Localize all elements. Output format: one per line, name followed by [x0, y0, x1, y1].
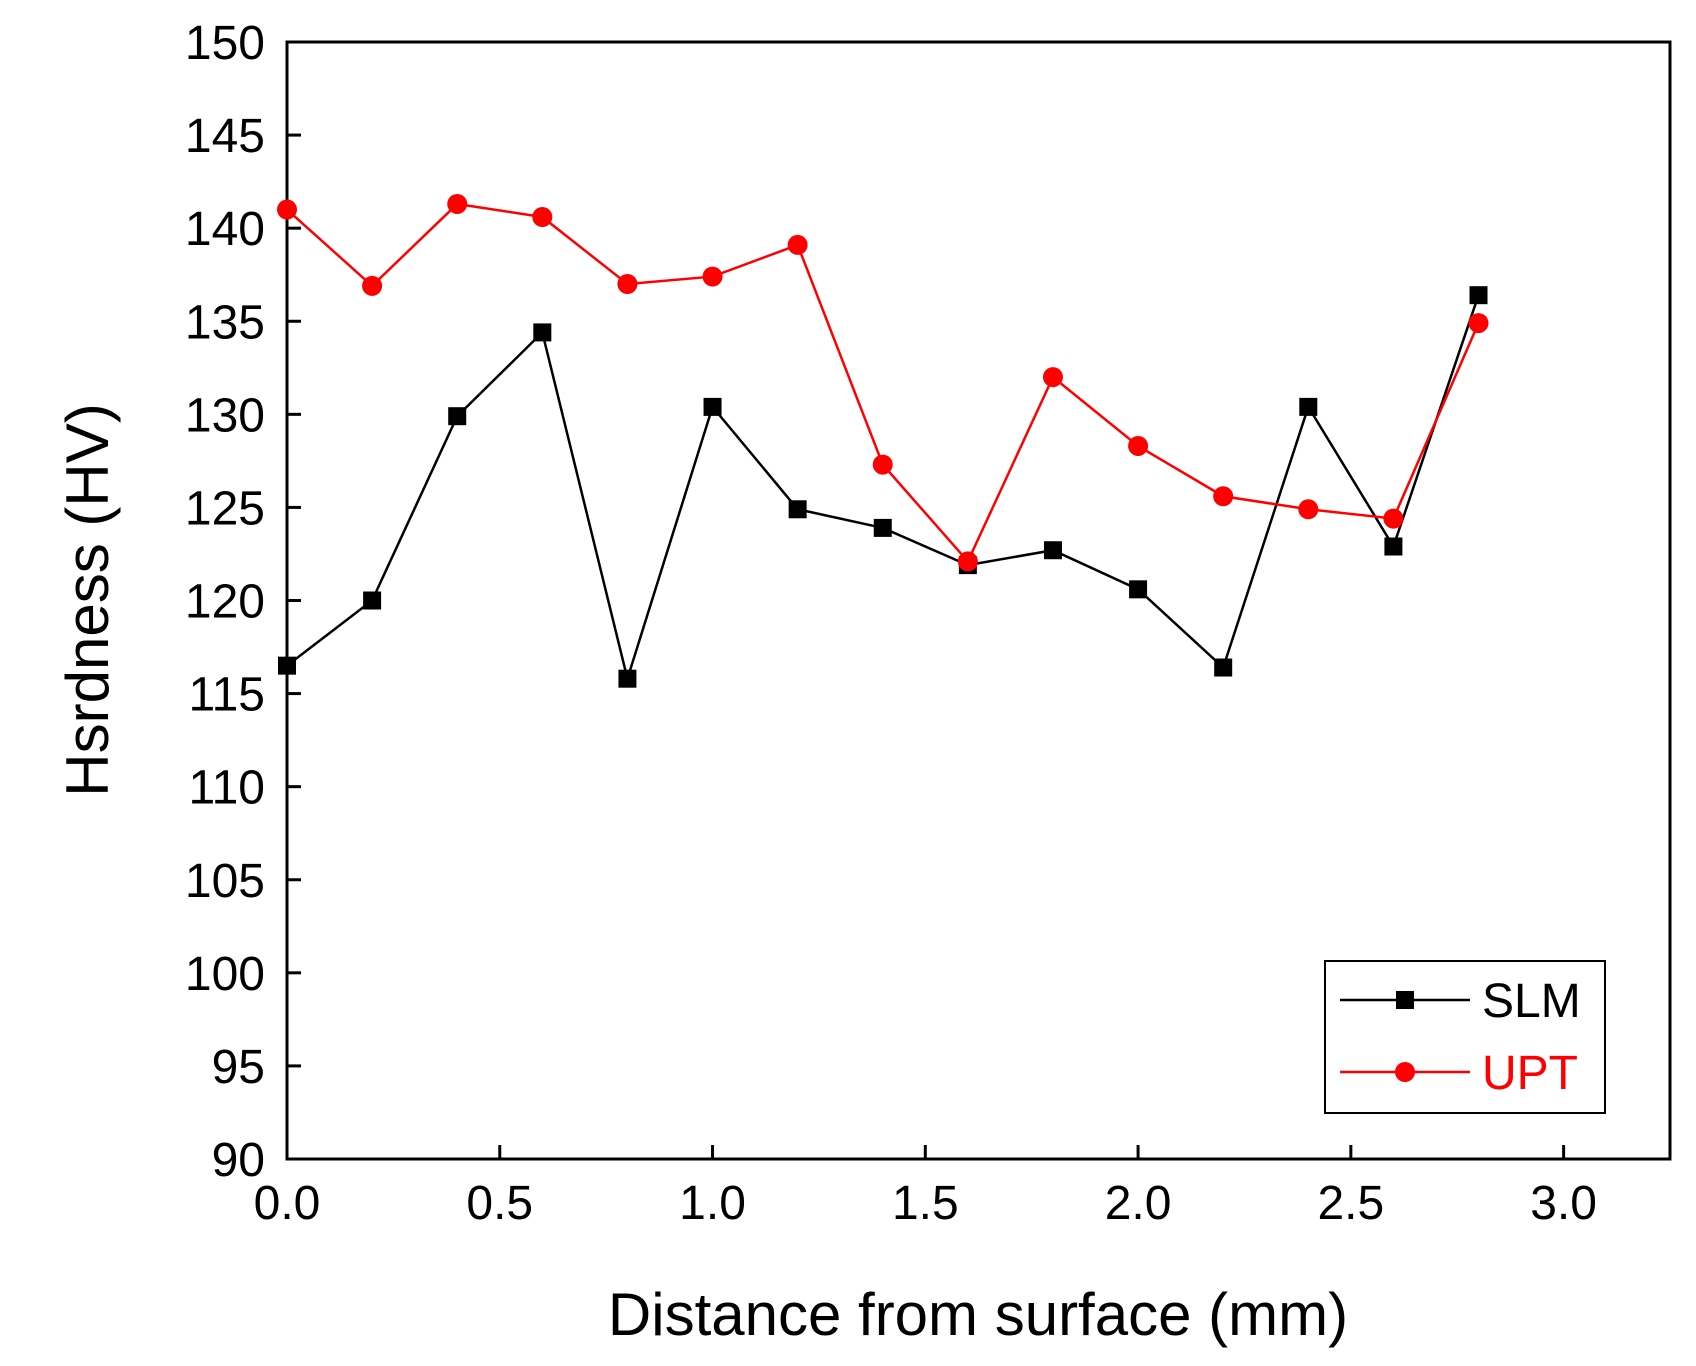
series-layer	[277, 193, 1489, 688]
upt-point	[277, 199, 297, 220]
x-tick-label: 3.0	[1530, 1177, 1597, 1230]
upt-point	[1383, 508, 1404, 529]
y-tick-label: 105	[185, 855, 265, 908]
x-tick-label: 2.5	[1317, 1177, 1384, 1230]
slm-point	[873, 518, 892, 537]
slm-point	[278, 656, 296, 675]
slm-series	[278, 286, 1488, 688]
x-tick-label: 2.0	[1105, 1177, 1172, 1230]
y-axis-title: Hsrdness (HV)	[54, 403, 121, 796]
slm-point	[1129, 580, 1148, 599]
upt-point	[787, 234, 808, 255]
upt-point	[1042, 367, 1063, 388]
legend-frame	[1324, 960, 1606, 1114]
upt-point	[447, 193, 468, 214]
upt-point	[872, 454, 893, 475]
upt-series	[277, 193, 1489, 572]
upt-point	[702, 266, 723, 287]
upt-point	[1213, 486, 1234, 507]
y-tick-label: 115	[188, 669, 265, 722]
x-axis-title: Distance from surface (mm)	[608, 1281, 1348, 1348]
legend-label-slm: SLM	[1482, 975, 1581, 1028]
slm-line	[286, 294, 1480, 684]
legend-label-upt: UPT	[1482, 1047, 1578, 1100]
legend-marker-upt	[1395, 1062, 1415, 1082]
y-tick-label: 135	[185, 296, 265, 349]
upt-point	[1468, 313, 1489, 334]
y-tick-label: 150	[185, 17, 265, 70]
upt-point	[617, 274, 638, 295]
x-tick-label: 1.5	[892, 1177, 959, 1230]
x-tick-label: 1.0	[679, 1177, 746, 1230]
slm-point	[1299, 397, 1318, 416]
slm-point	[448, 407, 467, 426]
slm-point	[788, 500, 807, 519]
legend: SLM UPT	[1324, 960, 1606, 1114]
y-tick-label: 125	[185, 482, 265, 535]
slm-point	[363, 591, 382, 610]
y-tick-label: 110	[188, 762, 265, 815]
x-tick-label: 0.0	[254, 1177, 321, 1230]
upt-point	[532, 206, 553, 227]
y-tick-label: 130	[185, 389, 265, 442]
upt-point	[362, 275, 383, 296]
y-tick-label: 100	[185, 948, 265, 1001]
y-tick-label: 90	[212, 1134, 265, 1187]
slm-point	[1043, 541, 1062, 560]
slm-point	[533, 323, 552, 342]
x-axis: 0.0 0.5 1.0 1.5 2.0 2.5 3.0	[254, 1145, 1597, 1230]
y-axis: 90 95 100 105 110 115 120 125 130 135 140 145 150	[185, 17, 301, 1187]
upt-point	[1128, 435, 1149, 456]
slm-point	[618, 669, 637, 688]
legend-marker-slm	[1396, 991, 1414, 1009]
upt-point	[1298, 499, 1319, 520]
y-tick-label: 120	[185, 576, 265, 629]
slm-point	[1384, 537, 1403, 556]
upt-point	[957, 551, 978, 572]
y-tick-label: 95	[212, 1041, 265, 1094]
x-tick-label: 0.5	[466, 1177, 533, 1230]
slm-point	[1469, 286, 1488, 305]
y-tick-label: 140	[185, 203, 265, 256]
y-tick-label: 145	[185, 110, 265, 163]
slm-point	[703, 397, 722, 416]
slm-point	[1214, 658, 1233, 677]
